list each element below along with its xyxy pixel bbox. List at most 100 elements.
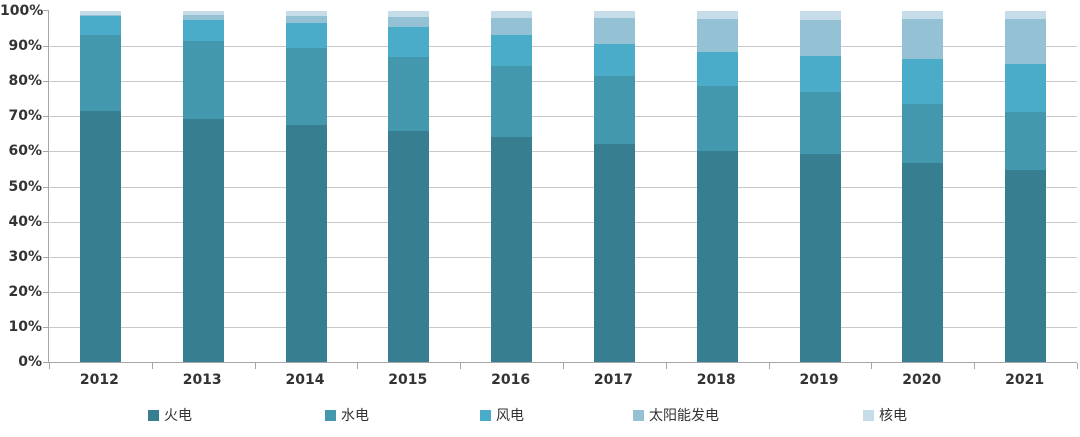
bar-segment-nuclear xyxy=(799,11,841,20)
y-axis-label: 30% xyxy=(8,248,42,265)
legend-item-nuclear: 核电 xyxy=(863,407,907,424)
bar-segment-thermal xyxy=(388,131,430,362)
y-axis-tick xyxy=(43,326,49,328)
legend-swatch-wind xyxy=(480,409,491,421)
y-axis-tick xyxy=(43,186,49,188)
x-axis-tick xyxy=(1077,363,1078,369)
bar-segment-solar xyxy=(696,19,738,52)
y-axis-tick xyxy=(43,151,49,153)
bar-segment-solar xyxy=(182,15,224,20)
bar-segment-nuclear xyxy=(902,11,944,20)
bar-2020 xyxy=(902,11,944,362)
bar-segment-solar xyxy=(593,18,635,44)
bar-2016 xyxy=(491,11,533,362)
y-axis-tick xyxy=(43,81,49,83)
y-axis-label: 10% xyxy=(8,318,42,335)
x-axis-label: 2020 xyxy=(902,372,942,388)
bar-segment-solar xyxy=(79,15,121,17)
bar-segment-solar xyxy=(285,16,327,23)
bar-segment-wind xyxy=(79,16,121,35)
bar-segment-hydro xyxy=(902,104,944,164)
legend-label: 风电 xyxy=(496,408,524,424)
bar-2018 xyxy=(696,11,738,362)
bar-segment-wind xyxy=(182,19,224,41)
x-axis-label: 2017 xyxy=(593,372,633,388)
bar-2015 xyxy=(388,11,430,362)
x-axis-label: 2016 xyxy=(491,372,531,388)
bar-2012 xyxy=(79,11,121,362)
bar-segment-hydro xyxy=(1005,112,1047,171)
y-axis-tick xyxy=(43,221,49,223)
y-axis-label: 70% xyxy=(8,108,42,125)
gridline-h xyxy=(49,46,1077,48)
legend-label: 水电 xyxy=(341,408,369,424)
bar-segment-nuclear xyxy=(696,11,738,20)
bar-2021 xyxy=(1005,11,1047,362)
y-axis-label: 90% xyxy=(8,38,42,55)
y-axis-label: 60% xyxy=(8,143,42,160)
x-axis-label: 2013 xyxy=(182,372,222,388)
bar-segment-thermal xyxy=(696,150,738,362)
bar-segment-wind xyxy=(491,34,533,67)
legend-label: 火电 xyxy=(164,408,192,424)
x-axis-label: 2019 xyxy=(799,372,839,388)
bar-segment-wind xyxy=(799,55,841,93)
bar-segment-nuclear xyxy=(285,11,327,17)
bar-segment-wind xyxy=(902,59,944,105)
x-axis-tick xyxy=(255,363,256,369)
gridline-h xyxy=(49,326,1077,328)
bar-2013 xyxy=(182,11,224,362)
gridline-h xyxy=(49,81,1077,83)
y-axis-label: 40% xyxy=(8,213,42,230)
x-axis-tick xyxy=(871,363,872,369)
bar-segment-thermal xyxy=(902,163,944,362)
bar-segment-hydro xyxy=(79,34,121,112)
bar-segment-nuclear xyxy=(79,11,121,16)
x-axis-label: 2012 xyxy=(79,372,119,388)
bar-segment-hydro xyxy=(388,57,430,132)
gridline-h xyxy=(49,291,1077,293)
bar-segment-thermal xyxy=(799,154,841,362)
x-axis-tick xyxy=(152,363,153,369)
x-axis-tick xyxy=(563,363,564,369)
gridline-h xyxy=(49,151,1077,153)
bar-segment-nuclear xyxy=(1005,11,1047,19)
bar-segment-nuclear xyxy=(388,11,430,17)
legend-item-hydro: 水电 xyxy=(325,407,369,424)
legend-item-thermal: 火电 xyxy=(148,407,192,424)
x-axis-label: 2018 xyxy=(696,372,736,388)
x-axis-tick xyxy=(974,363,975,369)
legend-swatch-nuclear xyxy=(863,409,874,421)
y-axis-label: 100% xyxy=(0,3,44,19)
bar-segment-solar xyxy=(388,16,430,27)
bar-segment-solar xyxy=(902,19,944,60)
legend-swatch-hydro xyxy=(325,409,336,421)
bar-segment-thermal xyxy=(182,119,224,362)
x-axis-label: 2014 xyxy=(285,372,325,388)
y-axis-tick xyxy=(43,46,49,48)
y-axis-tick xyxy=(43,116,49,118)
x-axis-tick xyxy=(666,363,667,369)
bar-segment-nuclear xyxy=(491,11,533,19)
gridline-h xyxy=(49,221,1077,223)
bar-segment-hydro xyxy=(285,47,327,126)
plot-area xyxy=(43,10,1078,369)
bar-2019 xyxy=(799,11,841,362)
legend-label: 太阳能发电 xyxy=(649,408,719,424)
bar-segment-wind xyxy=(696,51,738,86)
bar-segment-wind xyxy=(1005,64,1047,113)
gridline-h xyxy=(49,186,1077,188)
bar-segment-hydro xyxy=(593,76,635,144)
bar-segment-hydro xyxy=(491,66,533,138)
y-axis-label: 80% xyxy=(8,73,42,90)
legend-label: 核电 xyxy=(879,408,907,424)
y-axis-label: 50% xyxy=(8,178,42,195)
bar-segment-wind xyxy=(285,22,327,48)
x-axis-tick xyxy=(460,363,461,369)
bar-segment-solar xyxy=(1005,18,1047,65)
bar-segment-wind xyxy=(593,44,635,77)
legend-swatch-thermal xyxy=(148,409,159,421)
bar-2017 xyxy=(593,11,635,362)
x-axis-label: 2015 xyxy=(388,372,428,388)
bar-segment-solar xyxy=(799,19,841,56)
